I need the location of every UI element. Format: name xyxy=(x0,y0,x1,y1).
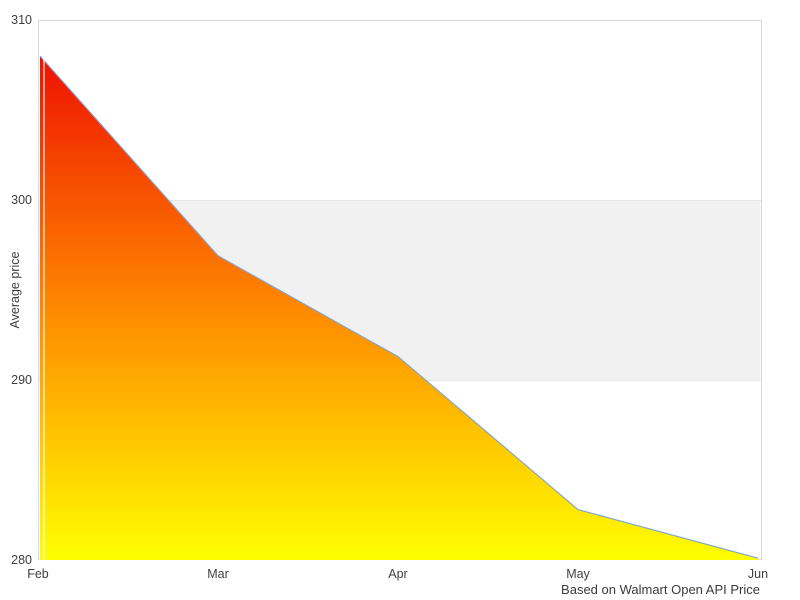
price-line xyxy=(39,55,759,559)
y-tick-label-280: 280 xyxy=(11,553,32,567)
x-tick-label-apr: Apr xyxy=(388,567,408,581)
x-tick-label-may: May xyxy=(566,567,590,581)
x-tick-label-jun: Jun xyxy=(747,567,769,581)
x-tick-label-mar: Mar xyxy=(207,567,229,581)
x-tick-label-feb: Feb xyxy=(27,567,49,581)
y-axis-title: Average price xyxy=(8,251,22,329)
y-tick-label-300: 300 xyxy=(11,193,32,207)
y-tick-label-290: 290 xyxy=(11,373,32,387)
chart-caption: Based on Walmart Open API Price xyxy=(561,582,760,597)
y-tick-label-310: 310 xyxy=(11,13,32,27)
price-area xyxy=(40,56,758,560)
